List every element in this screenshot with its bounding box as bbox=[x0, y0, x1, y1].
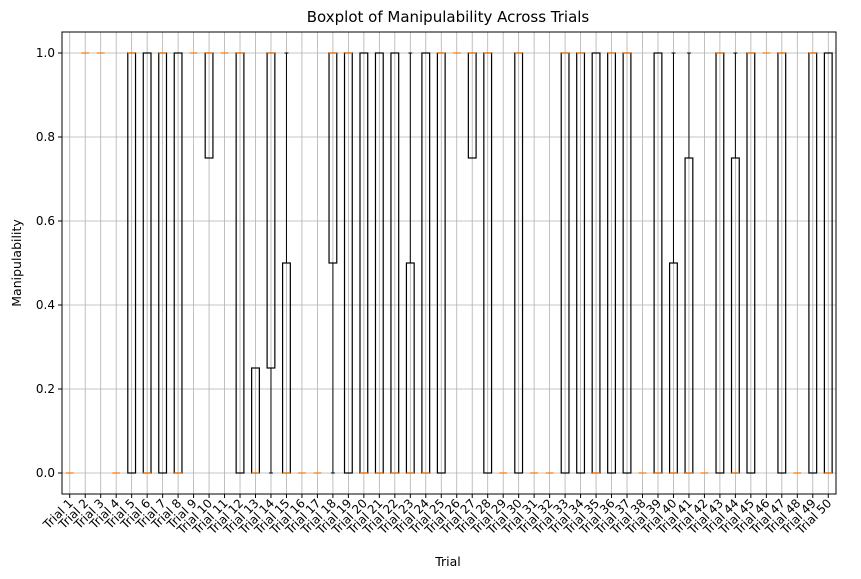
box-10 bbox=[204, 52, 214, 159]
grid-lines bbox=[62, 32, 836, 494]
box-8 bbox=[173, 52, 183, 474]
box-27 bbox=[467, 52, 477, 159]
box-39 bbox=[653, 52, 663, 474]
box-13 bbox=[251, 367, 260, 474]
box-37 bbox=[622, 52, 632, 474]
box-49 bbox=[808, 52, 818, 474]
y-axis-label: Manipulability bbox=[9, 219, 24, 307]
box-30 bbox=[514, 52, 524, 474]
y-tick-label: 0.4 bbox=[36, 298, 55, 312]
y-tick-label: 1.0 bbox=[36, 46, 55, 60]
y-tick-label: 0.6 bbox=[36, 214, 55, 228]
box-20 bbox=[359, 52, 369, 474]
box-15 bbox=[281, 52, 291, 474]
box-24 bbox=[421, 52, 431, 474]
box-41 bbox=[684, 52, 694, 474]
box-50 bbox=[823, 52, 833, 474]
box-18 bbox=[328, 52, 338, 474]
box-23 bbox=[405, 52, 415, 474]
plot-frame bbox=[61, 31, 837, 495]
box-12 bbox=[235, 52, 245, 474]
box-22 bbox=[390, 52, 400, 474]
box-series bbox=[65, 52, 833, 474]
box-21 bbox=[374, 52, 384, 474]
box-36 bbox=[607, 52, 617, 474]
box-7 bbox=[158, 52, 168, 474]
box-14 bbox=[266, 52, 276, 474]
box-47 bbox=[777, 52, 787, 474]
y-tick-label: 0.8 bbox=[36, 130, 55, 144]
y-tick-label: 0.0 bbox=[36, 466, 55, 480]
box-43 bbox=[715, 52, 725, 474]
box-25 bbox=[436, 52, 446, 474]
chart-title: Boxplot of Manipulability Across Trials bbox=[307, 8, 590, 26]
box-33 bbox=[560, 52, 570, 474]
box-44 bbox=[730, 52, 740, 474]
box-40 bbox=[668, 52, 678, 474]
box-5 bbox=[127, 52, 137, 474]
y-axis: 0.0 0.2 0.4 0.6 0.8 1.0 bbox=[36, 46, 62, 480]
box-28 bbox=[483, 52, 493, 474]
box-45 bbox=[746, 52, 756, 474]
x-axis-label: Trial bbox=[434, 554, 461, 569]
box-19 bbox=[343, 52, 353, 474]
box-6 bbox=[142, 52, 152, 474]
box-35 bbox=[591, 52, 601, 474]
box-34 bbox=[576, 52, 586, 474]
y-tick-label: 0.2 bbox=[36, 382, 55, 396]
